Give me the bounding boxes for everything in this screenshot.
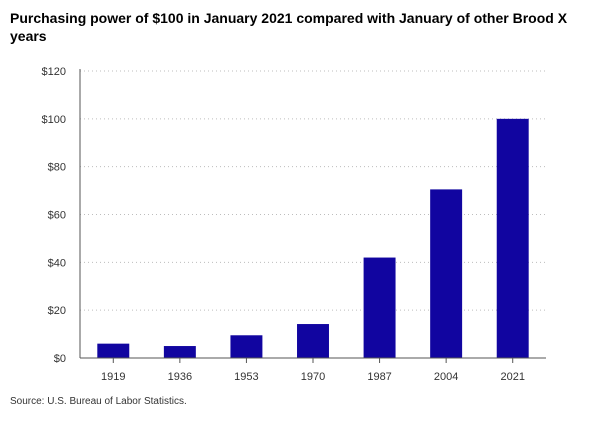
bars (97, 118, 529, 358)
y-tick-label: $0 (54, 353, 66, 365)
bar-2021 (496, 118, 529, 358)
y-tick-label: $80 (48, 162, 66, 174)
source-note: Source: U.S. Bureau of Labor Statistics. (10, 396, 187, 407)
y-tick-label: $40 (48, 257, 66, 269)
x-axis: 1919 1936 1953 1970 1987 2004 2021 (80, 357, 546, 383)
x-tick-label: 1919 (101, 371, 125, 383)
chart-title: Purchasing power of $100 in January 2021… (10, 10, 568, 44)
bar-1953 (230, 335, 263, 358)
x-tick-label: 2004 (434, 371, 458, 383)
y-axis: $0 $20 $40 $60 $80 $100 $120 (42, 66, 81, 365)
x-tick-label: 1953 (234, 371, 258, 383)
y-tick-label: $100 (42, 114, 66, 126)
y-tick-label: $20 (48, 305, 66, 317)
y-tick-label: $60 (48, 210, 66, 222)
bar-2004 (430, 189, 463, 358)
bar-1987 (363, 257, 396, 358)
gridlines (80, 70, 546, 311)
x-tick-label: 1970 (301, 371, 325, 383)
bar-1970 (297, 324, 329, 358)
bar-1919 (97, 343, 130, 358)
y-tick-label: $120 (42, 66, 66, 78)
x-tick-label: 1987 (367, 371, 391, 383)
bar-1936 (163, 346, 196, 358)
x-tick-label: 1936 (168, 371, 192, 383)
x-tick-label: 2021 (500, 371, 524, 383)
